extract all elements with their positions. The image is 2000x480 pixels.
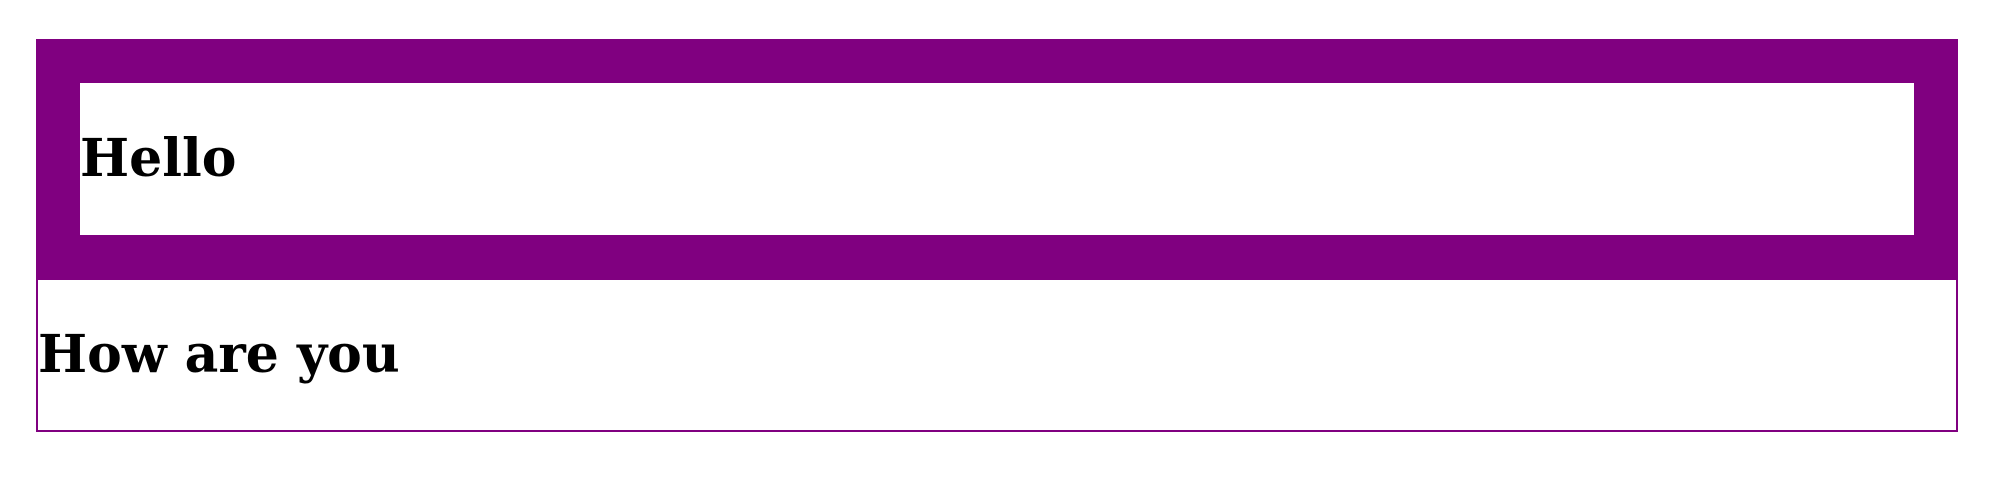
lower-area: How are you	[38, 280, 1956, 430]
question-heading: How are you	[38, 324, 400, 385]
greeting-heading: Hello	[80, 128, 237, 189]
purple-band: Hello	[38, 41, 1956, 280]
inner-box: Hello	[80, 83, 1914, 235]
outer-box: Hello How are you	[36, 39, 1958, 432]
